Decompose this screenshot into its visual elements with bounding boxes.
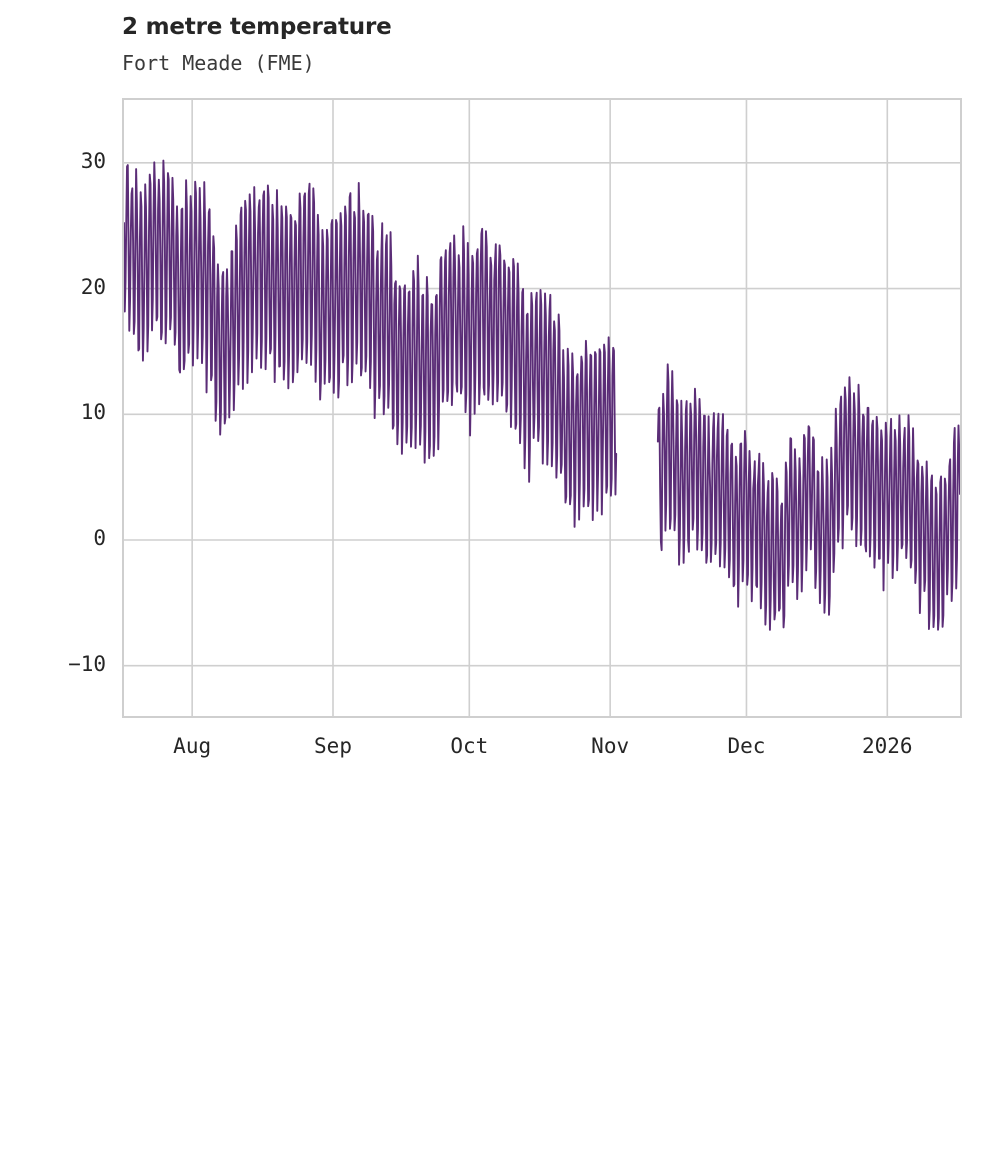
x-tick-label-5: 2026: [862, 734, 913, 758]
temperature-series-line: [124, 159, 960, 631]
y-tick-label: 0: [93, 526, 106, 550]
x-tick-label-0: Aug: [173, 734, 212, 758]
x-tick-label-2: Oct: [450, 734, 489, 758]
chart-subtitle: Fort Meade (FME): [122, 51, 315, 75]
gridlines: [124, 100, 960, 716]
page-title: 2 metre temperature: [122, 14, 392, 40]
y-tick-label: −10: [68, 651, 106, 676]
y-tick-label: 10: [80, 400, 106, 425]
x-tick-label-4: Dec: [727, 734, 766, 758]
plot-area: [122, 98, 962, 718]
x-tick-label-1: Sep: [314, 734, 352, 758]
temperature-chart-figure: 2 metre temperature Fort Meade (FME) 2 m…: [68, 14, 962, 758]
x-tick-label-3: Nov: [591, 734, 630, 758]
y-tick-label: 20: [80, 274, 106, 299]
temperature-line-plot: [124, 100, 960, 716]
y-tick-label: 30: [80, 148, 106, 173]
